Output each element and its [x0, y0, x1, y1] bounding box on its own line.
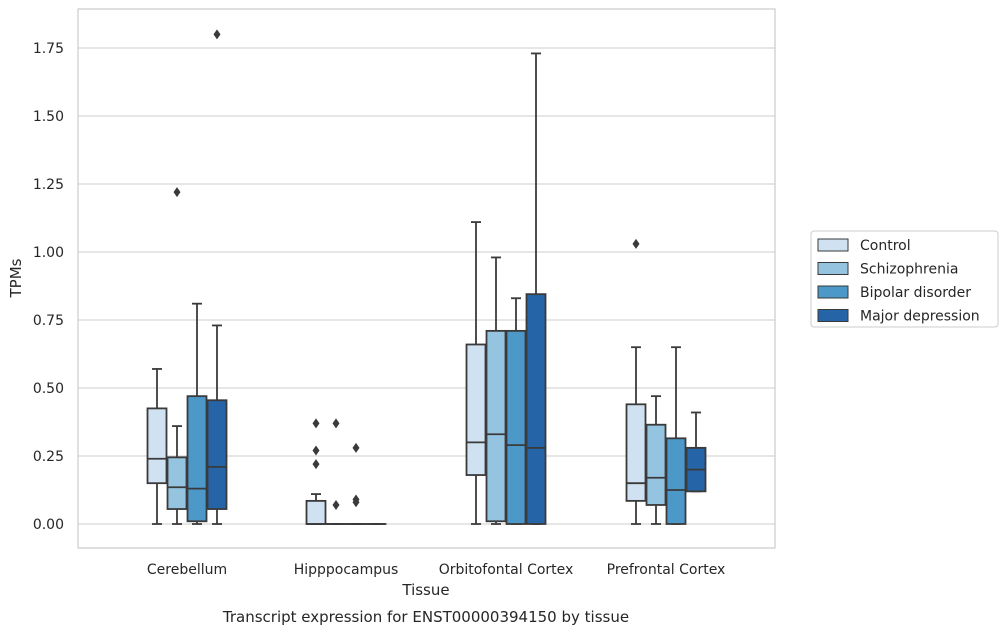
box-control	[146, 368, 168, 525]
y-tick-label: 1.25	[33, 177, 64, 193]
x-axis-label: Tissue	[401, 581, 449, 599]
box-iqr	[625, 403, 647, 502]
box-schizophrenia	[166, 187, 188, 525]
outlier-point	[213, 29, 221, 40]
y-tick-label: 1.75	[33, 41, 64, 57]
outlier-point	[352, 442, 360, 453]
box-iqr	[525, 293, 547, 525]
y-tick-label: 1.00	[33, 245, 64, 261]
box-iqr	[465, 343, 487, 476]
legend-label: Control	[860, 238, 911, 254]
box-bipolar-disorder	[345, 442, 367, 525]
box-bipolar-disorder	[186, 302, 208, 525]
y-tick-label: 1.50	[33, 109, 64, 125]
box-iqr	[305, 499, 327, 525]
legend-swatch	[817, 238, 849, 252]
x-tick-label: Cerebellum	[147, 562, 227, 578]
legend-label: Schizophrenia	[860, 262, 958, 278]
chart-caption: Transcript expression for ENST0000039415…	[222, 608, 629, 626]
outlier-point	[312, 459, 320, 470]
legend-frame	[810, 230, 999, 328]
y-axis-label: TPMs	[7, 258, 25, 298]
x-tick-label: Hipppocampus	[294, 562, 399, 578]
y-axis-ticks: 0.00 0.25 0.50 0.75 1.00 1.25 1.50 1.75	[33, 41, 64, 533]
box-bipolar-disorder	[665, 346, 687, 525]
x-axis-ticks: Cerebellum Hipppocampus Orbitofontal Corte…	[147, 562, 725, 578]
x-tick-label: Orbitofontal Cortex	[439, 562, 574, 578]
boxes-layer	[146, 29, 707, 525]
outlier-point	[173, 187, 181, 198]
box-iqr	[485, 329, 507, 523]
legend-swatch	[817, 285, 849, 299]
box-iqr	[146, 407, 168, 485]
outlier-point	[332, 418, 340, 429]
y-tick-label: 0.25	[33, 449, 64, 465]
box-control	[465, 221, 487, 525]
box-control	[625, 238, 647, 525]
x-tick-label: Prefrontal Cortex	[607, 562, 726, 578]
box-iqr	[206, 399, 228, 510]
outlier-point	[632, 238, 640, 249]
legend-label: Bipolar disorder	[860, 285, 971, 301]
box-control	[305, 418, 327, 525]
box-major-depression	[685, 411, 707, 493]
legend: Control Schizophrenia Bipolar disorder Majo…	[810, 230, 999, 328]
legend-label: Major depression	[860, 309, 980, 325]
y-tick-label: 0.50	[33, 381, 64, 397]
legend-swatch	[817, 309, 849, 322]
box-iqr	[166, 456, 188, 510]
box-bipolar-disorder	[505, 297, 527, 525]
outlier-point	[312, 445, 320, 456]
box-schizophrenia	[325, 418, 347, 525]
legend-swatch	[817, 262, 849, 275]
plot-frame	[77, 8, 776, 549]
box-schizophrenia	[645, 395, 667, 525]
outlier-point	[352, 497, 360, 508]
outlier-point	[312, 418, 320, 429]
box-major-depression	[525, 52, 547, 525]
box-iqr	[505, 329, 527, 525]
box-iqr	[645, 423, 667, 506]
box-iqr	[665, 437, 687, 525]
outlier-point	[332, 499, 340, 510]
box-major-depression	[206, 29, 228, 525]
y-tick-label: 0.00	[33, 517, 64, 533]
y-tick-label: 0.75	[33, 313, 64, 329]
box-schizophrenia	[485, 256, 507, 525]
box-iqr	[186, 395, 208, 523]
